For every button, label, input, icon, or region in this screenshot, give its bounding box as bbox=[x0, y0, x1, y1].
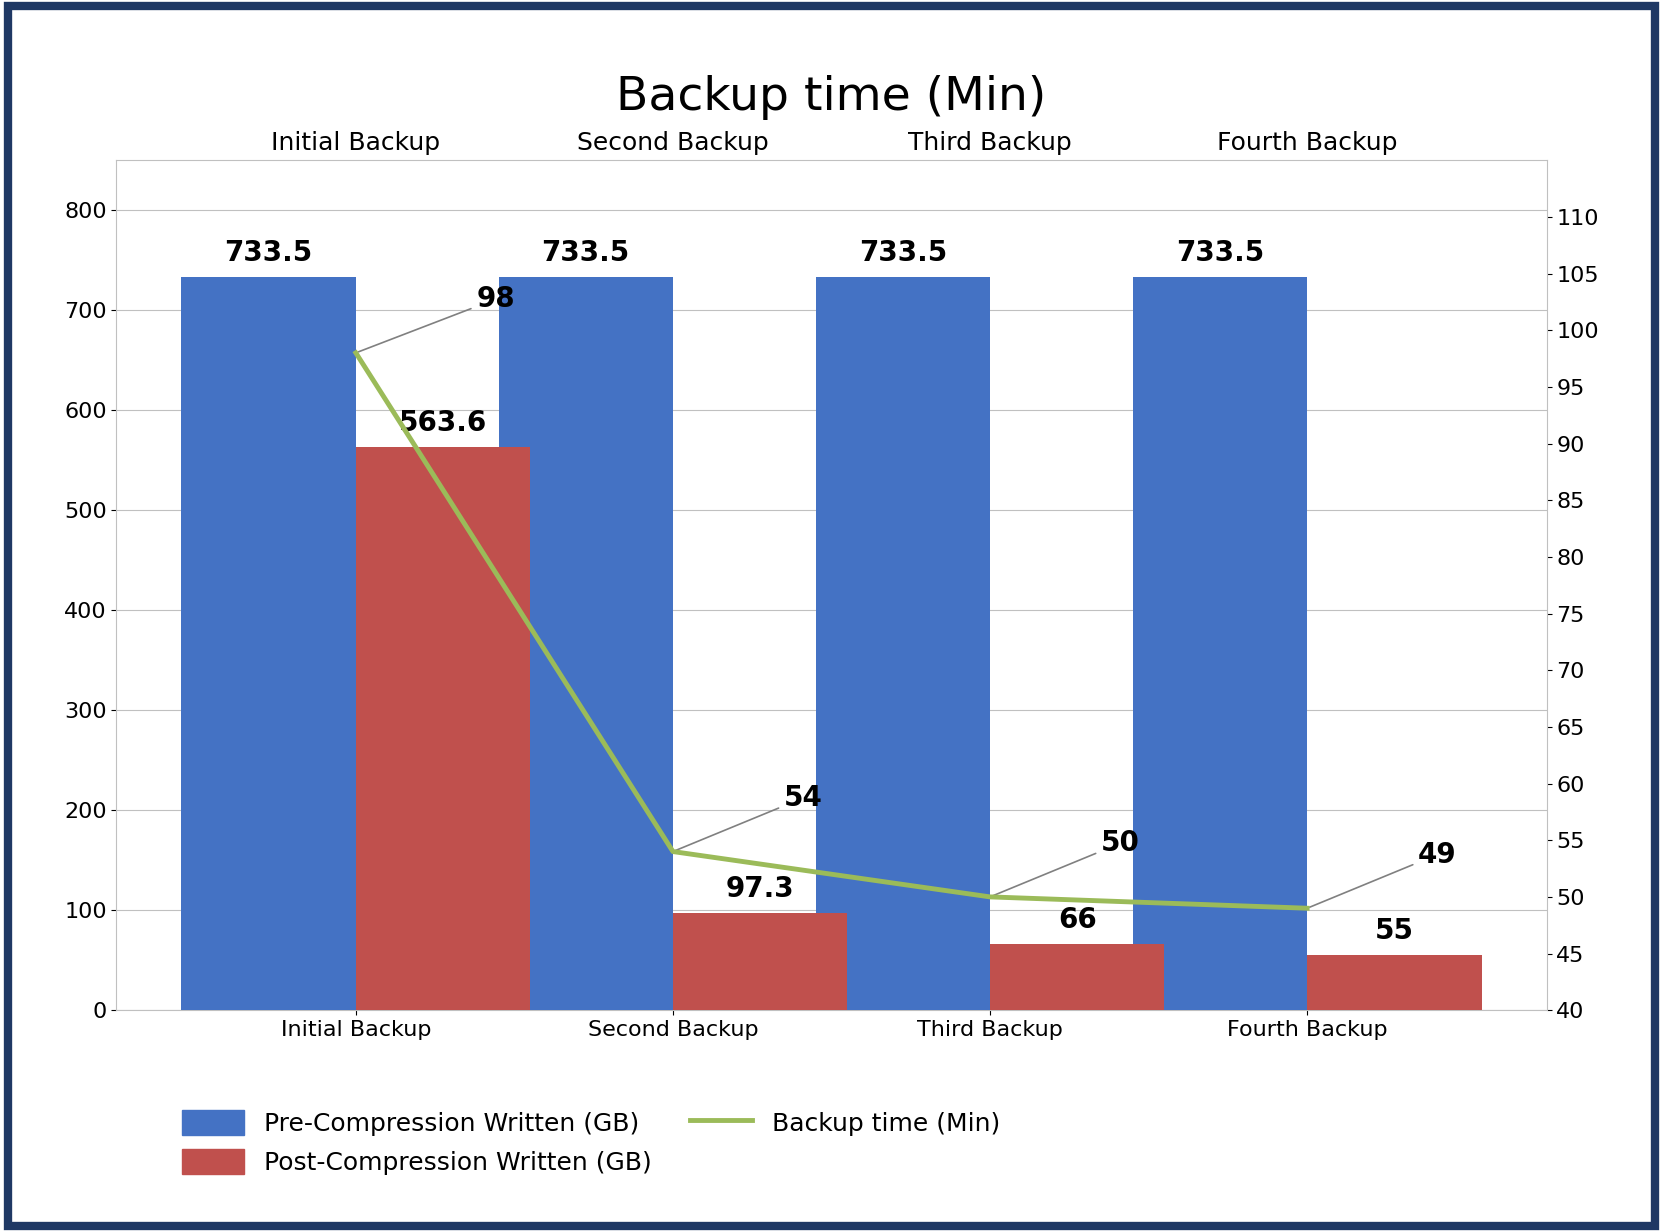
Text: 54: 54 bbox=[675, 784, 823, 850]
Bar bbox=[356, 446, 530, 1010]
Text: 733.5: 733.5 bbox=[858, 239, 946, 266]
Text: 50: 50 bbox=[993, 829, 1139, 896]
Bar bbox=[989, 944, 1164, 1010]
Text: 55: 55 bbox=[1375, 918, 1414, 945]
Text: 98: 98 bbox=[359, 285, 516, 352]
Text: 733.5: 733.5 bbox=[225, 239, 313, 266]
Bar bbox=[674, 913, 848, 1010]
Bar bbox=[181, 277, 356, 1010]
Text: 97.3: 97.3 bbox=[725, 875, 795, 903]
Bar bbox=[499, 277, 674, 1010]
Bar bbox=[815, 277, 989, 1010]
Text: 733.5: 733.5 bbox=[542, 239, 630, 266]
Legend: Pre-Compression Written (GB), Post-Compression Written (GB), Backup time (Min): Pre-Compression Written (GB), Post-Compr… bbox=[171, 1100, 1011, 1185]
Text: 563.6: 563.6 bbox=[399, 409, 487, 436]
Text: 733.5: 733.5 bbox=[1176, 239, 1264, 266]
Bar bbox=[1307, 955, 1482, 1010]
Text: 66: 66 bbox=[1058, 907, 1096, 934]
Title: Backup time (Min): Backup time (Min) bbox=[617, 75, 1046, 121]
Text: 49: 49 bbox=[1310, 840, 1457, 907]
Bar bbox=[1133, 277, 1307, 1010]
